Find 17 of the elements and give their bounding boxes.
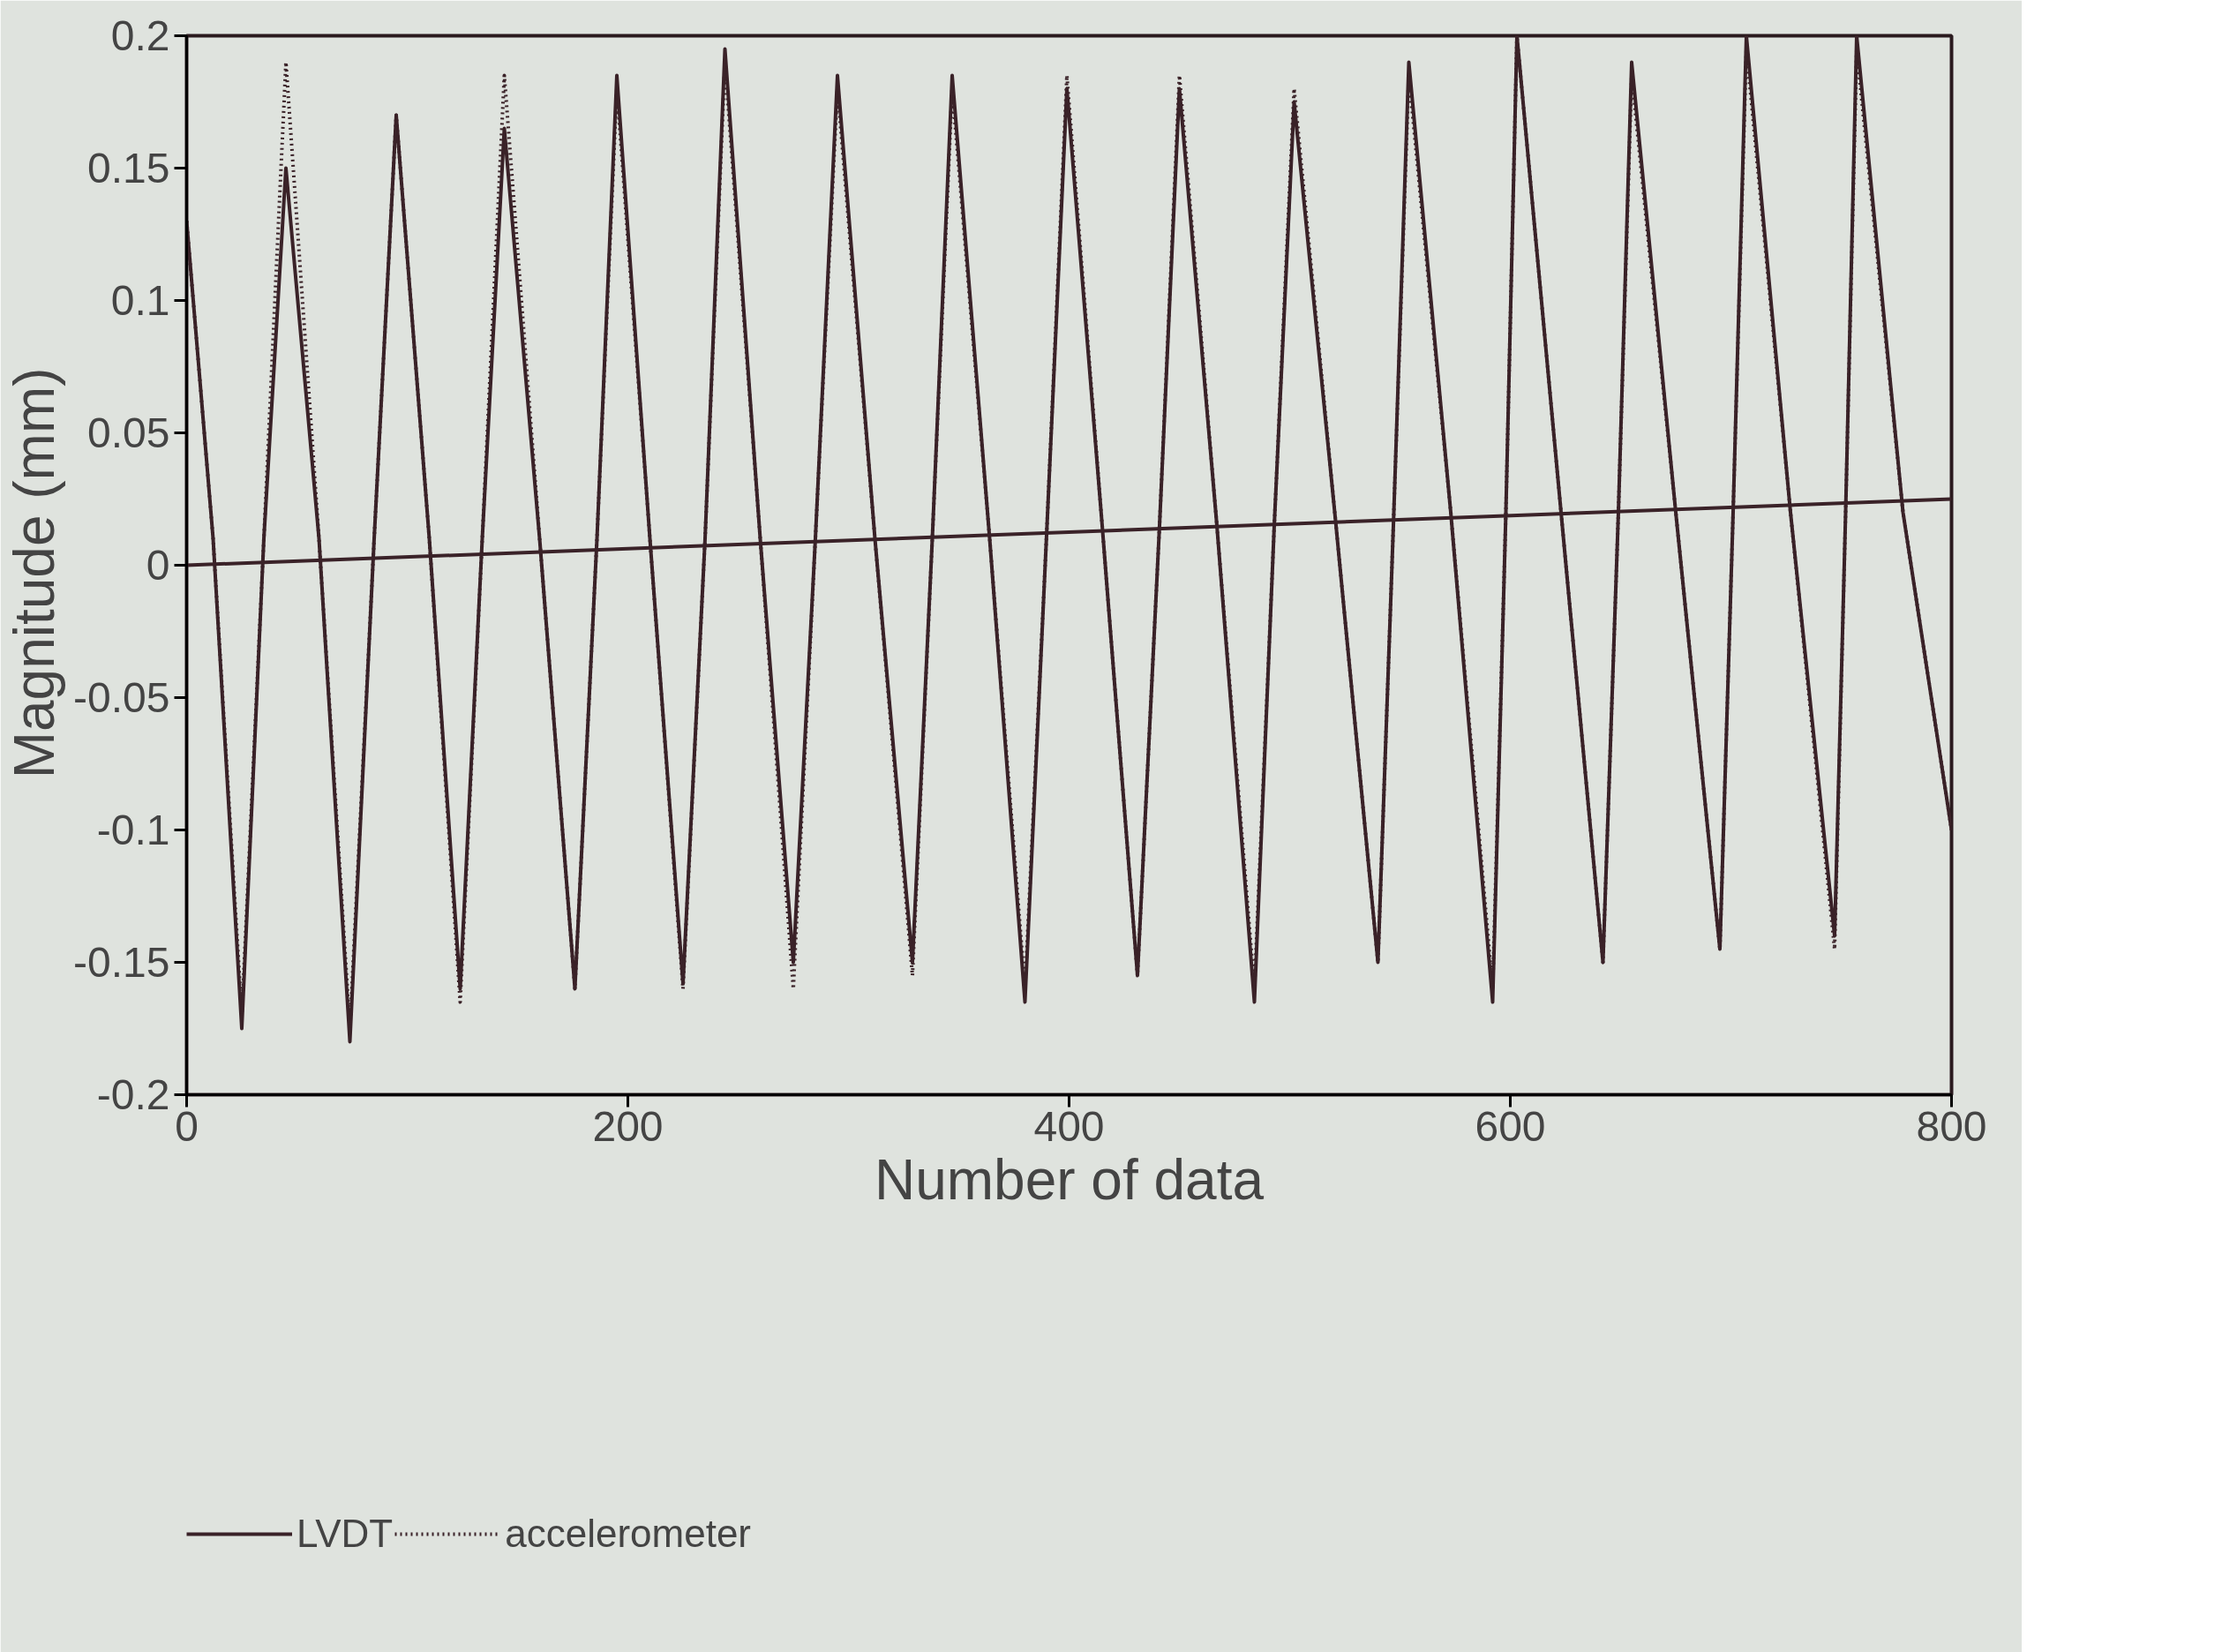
y-tick-label: -0.2 bbox=[96, 1071, 170, 1118]
y-axis-title: Magnitude (mm) bbox=[3, 367, 67, 779]
y-tick-label: -0.15 bbox=[73, 939, 170, 986]
x-tick-label: 800 bbox=[1916, 1102, 1987, 1150]
y-tick-label: 0.2 bbox=[110, 12, 170, 59]
y-tick-label: 0 bbox=[146, 542, 170, 589]
legend-label: LVDT bbox=[297, 1511, 394, 1556]
x-tick-label: 200 bbox=[592, 1102, 664, 1150]
legend-label: accelerometer bbox=[505, 1511, 751, 1556]
x-axis-title: Number of data bbox=[874, 1147, 1265, 1212]
y-tick-label: 0.05 bbox=[87, 409, 170, 456]
y-tick-label: -0.05 bbox=[73, 674, 170, 721]
y-tick-label: 0.15 bbox=[87, 145, 170, 191]
y-tick-label: -0.1 bbox=[96, 807, 170, 853]
y-tick-label: 0.1 bbox=[110, 277, 170, 324]
x-tick-label: 400 bbox=[1033, 1102, 1105, 1150]
x-tick-label: 600 bbox=[1475, 1102, 1546, 1150]
